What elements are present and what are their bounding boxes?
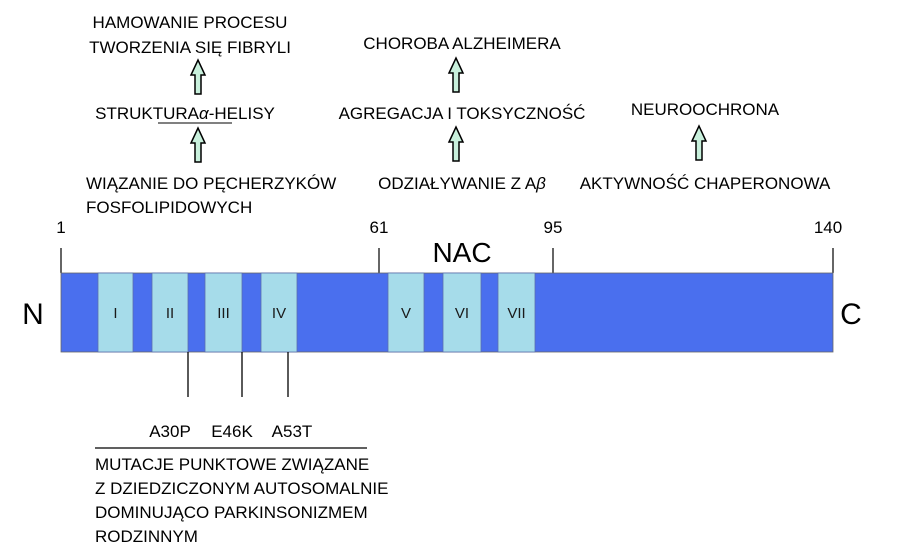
mutation-e46k: E46K [211,422,253,441]
center-middle-label: AGREGACJA I TOKSYCZNOŚĆ [339,104,586,123]
mutation-a53t: A53T [272,422,313,441]
repeat-domain-label: I [113,305,117,322]
repeat-domains: I II III IV V VI VII [97,272,536,353]
up-arrow-icon [690,124,708,161]
left-bottom-line1: WIĄZANIE DO PĘCHERZYKÓW [86,174,336,193]
left-top-line2: TWORZENIA SIĘ FIBRYLI [89,38,291,57]
mutation-caption-line2: Z DZIEDZICZONYM AUTOSOMALNIE [95,479,388,498]
mutation-caption-line4: RODZINNYM [95,527,198,546]
mutation-caption-line3: DOMINUJĄCO PARKINSONIZMEM [95,503,368,522]
repeat-domain-box [387,272,425,353]
up-arrow-icon [189,58,207,95]
nac-region-label: NAC [432,237,491,268]
repeat-domain-box [442,272,482,353]
up-arrow-icon [447,56,465,93]
right-top-label: NEUROOCHRONA [631,100,780,119]
position-end-label: 140 [814,218,842,237]
c-terminus-label: C [840,298,862,331]
left-middle-label: STRUKTURAα-HELISY [95,104,275,123]
position-95-label: 95 [544,218,563,237]
center-bottom-label: ODZIAŁYWANIE Z Aβ [378,174,546,193]
left-bottom-line2: FOSFOLIPIDOWYCH [86,198,252,217]
up-arrow-icon [447,125,465,162]
repeat-domain-box [204,272,243,353]
repeat-domain-label: II [166,305,174,322]
position-start-label: 1 [56,218,65,237]
left-top-line1: HAMOWANIE PROCESU [93,13,288,32]
repeat-domain-label: V [401,305,411,322]
center-top-label: CHOROBA ALZHEIMERA [363,34,561,53]
repeat-domain-label: IV [272,305,286,322]
repeat-domain-label: VII [507,305,525,322]
mutation-a30p: A30P [149,422,191,441]
n-terminus-label: N [22,298,44,331]
mutation-caption-line1: MUTACJE PUNKTOWE ZWIĄZANE [95,455,369,474]
repeat-domain-box [97,272,134,353]
repeat-domain-label: VI [455,305,469,322]
repeat-domain-box [260,272,298,353]
repeat-domain-box [151,272,189,353]
position-61-label: 61 [370,218,389,237]
up-arrow-icon [189,126,207,163]
repeat-domain-label: III [217,305,230,322]
repeat-domain-box [497,272,536,353]
right-bottom-label: AKTYWNOŚĆ CHAPERONOWA [580,174,831,193]
